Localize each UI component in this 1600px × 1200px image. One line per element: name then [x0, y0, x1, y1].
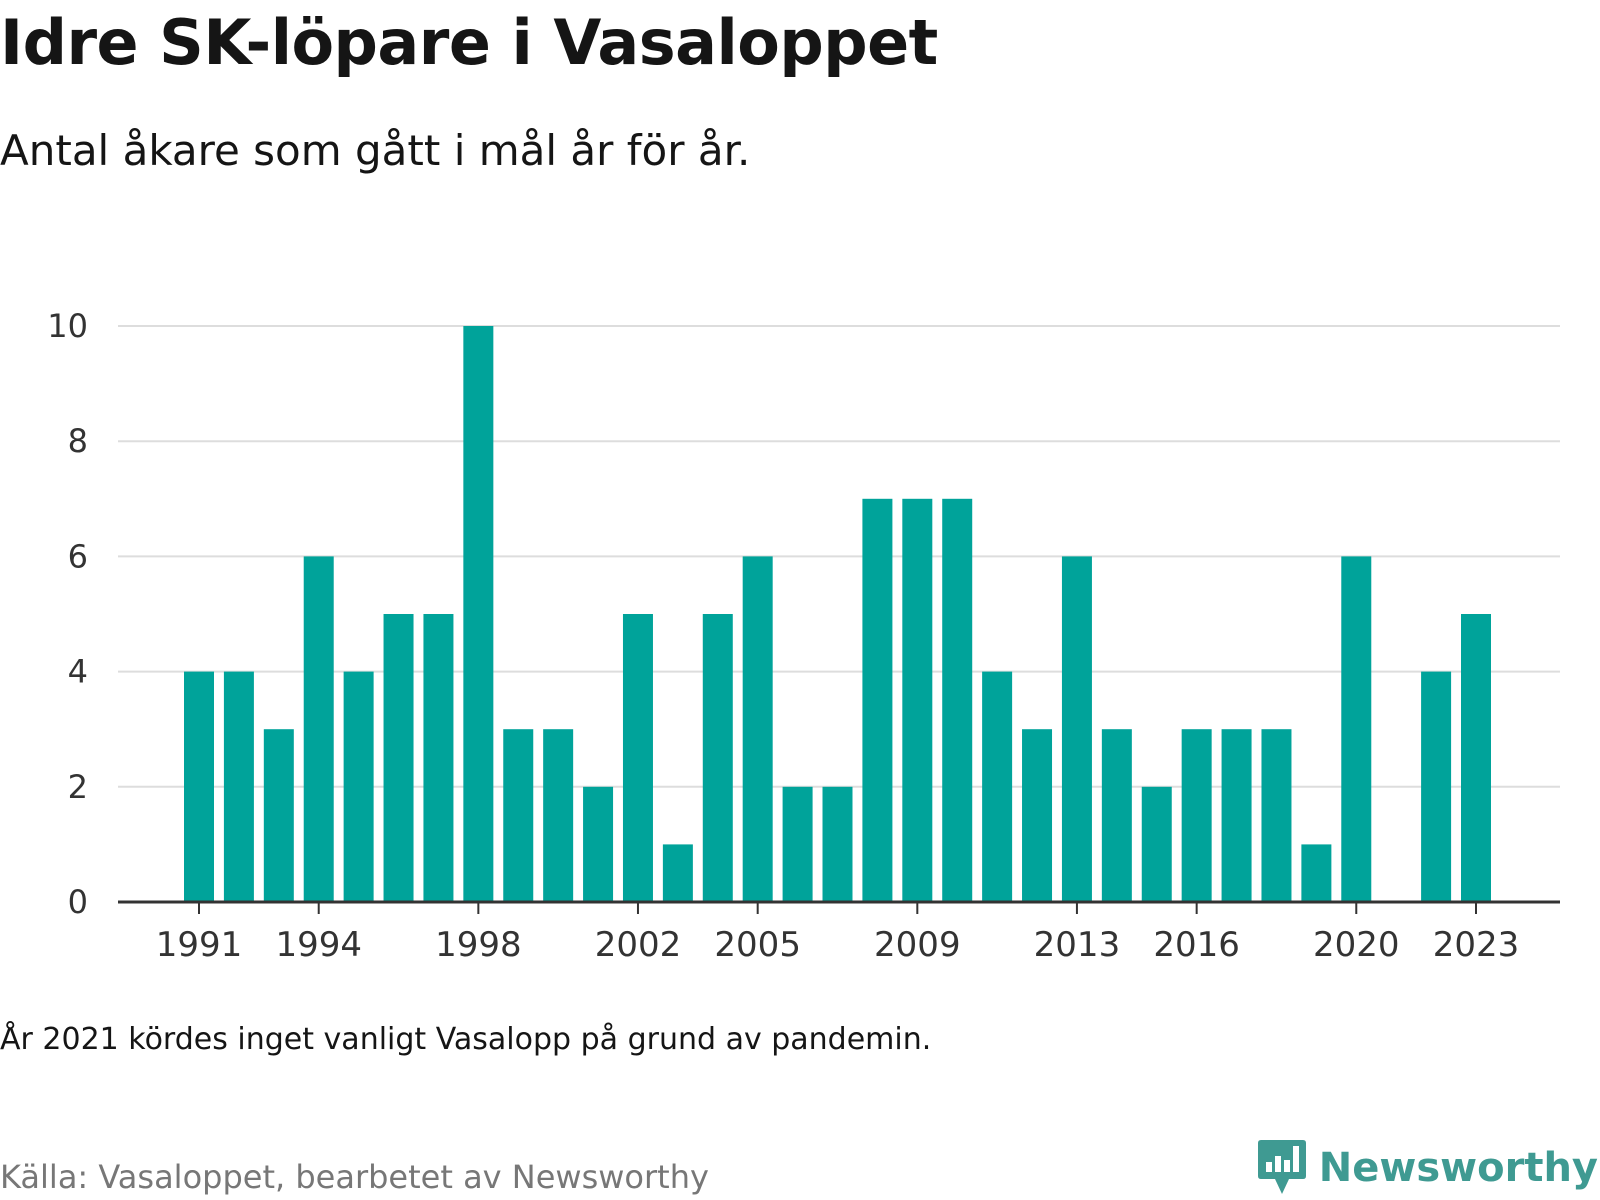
- source-note: Källa: Vasaloppet, bearbetet av Newswort…: [0, 1158, 709, 1196]
- bar-1994: [303, 556, 334, 902]
- x-tick-label: 2016: [1153, 925, 1240, 965]
- y-tick-label: 8: [68, 422, 88, 460]
- bar-2010: [942, 498, 973, 902]
- tick-labels: 0 2 4 6 8 10 1991 1994 1998 2002 2005 2009 2013 2016 2…: [47, 307, 1519, 965]
- bar-2013: [1061, 556, 1092, 902]
- x-tick-label: 2009: [874, 925, 961, 965]
- bar-2002: [622, 614, 653, 902]
- bar-2011: [982, 671, 1013, 902]
- brand-logo: Newsworthy: [1257, 1138, 1598, 1198]
- x-tick-label: 2002: [595, 925, 682, 965]
- footnote: År 2021 kördes inget vanligt Vasalopp på…: [0, 1022, 932, 1057]
- bar-1996: [383, 614, 414, 902]
- bar-chart: 0 2 4 6 8 10 1991 1994 1998 2002 2005 2009 2013 2016 2…: [47, 307, 1560, 965]
- bar-2005: [742, 556, 773, 902]
- bar-2023: [1461, 614, 1491, 902]
- y-tick-label: 4: [68, 653, 88, 691]
- bar-2018: [1261, 729, 1292, 902]
- bar-1999: [503, 729, 534, 902]
- bar-2007: [822, 786, 853, 902]
- bar-2017: [1221, 729, 1252, 902]
- bar-2015: [1141, 786, 1172, 902]
- bar-2006: [782, 786, 813, 902]
- bar-1992: [223, 671, 254, 902]
- x-tick-label: 1994: [275, 925, 362, 965]
- bar-1995: [343, 671, 374, 902]
- bar-2022: [1421, 671, 1452, 902]
- newsworthy-logo-icon: [1257, 1140, 1306, 1194]
- x-tick-label: 2013: [1034, 925, 1121, 965]
- bar-2009: [902, 498, 933, 902]
- x-tick-label: 2005: [714, 925, 801, 965]
- bar-2016: [1181, 729, 1212, 902]
- y-tick-label: 2: [68, 768, 88, 806]
- y-tick-label: 6: [68, 537, 88, 575]
- bar-2001: [583, 786, 614, 902]
- y-tick-label: 10: [47, 307, 88, 345]
- x-tick-label: 1991: [156, 925, 243, 965]
- bar-2014: [1101, 729, 1132, 902]
- bar-1998: [463, 326, 494, 902]
- bar-2004: [702, 614, 733, 902]
- bar-2003: [662, 844, 693, 902]
- bar-2019: [1301, 844, 1332, 902]
- bar-2020: [1341, 556, 1372, 902]
- bar-2012: [1022, 729, 1053, 902]
- y-tick-label: 0: [68, 883, 88, 921]
- chart-title: Idre SK-löpare i Vasaloppet: [0, 6, 938, 79]
- x-tick-label: 1998: [435, 925, 522, 965]
- bars: [184, 326, 1491, 902]
- brand-name: Newsworthy: [1318, 1145, 1598, 1191]
- bar-1997: [423, 614, 454, 902]
- x-tick-label: 2020: [1313, 925, 1400, 965]
- bar-1991: [184, 671, 214, 902]
- bar-1993: [263, 729, 294, 902]
- x-tick-label: 2023: [1433, 925, 1520, 965]
- bar-2000: [543, 729, 574, 902]
- axes: [118, 900, 1560, 914]
- bar-2008: [862, 498, 893, 902]
- chart-subtitle: Antal åkare som gått i mål år för år.: [0, 126, 751, 175]
